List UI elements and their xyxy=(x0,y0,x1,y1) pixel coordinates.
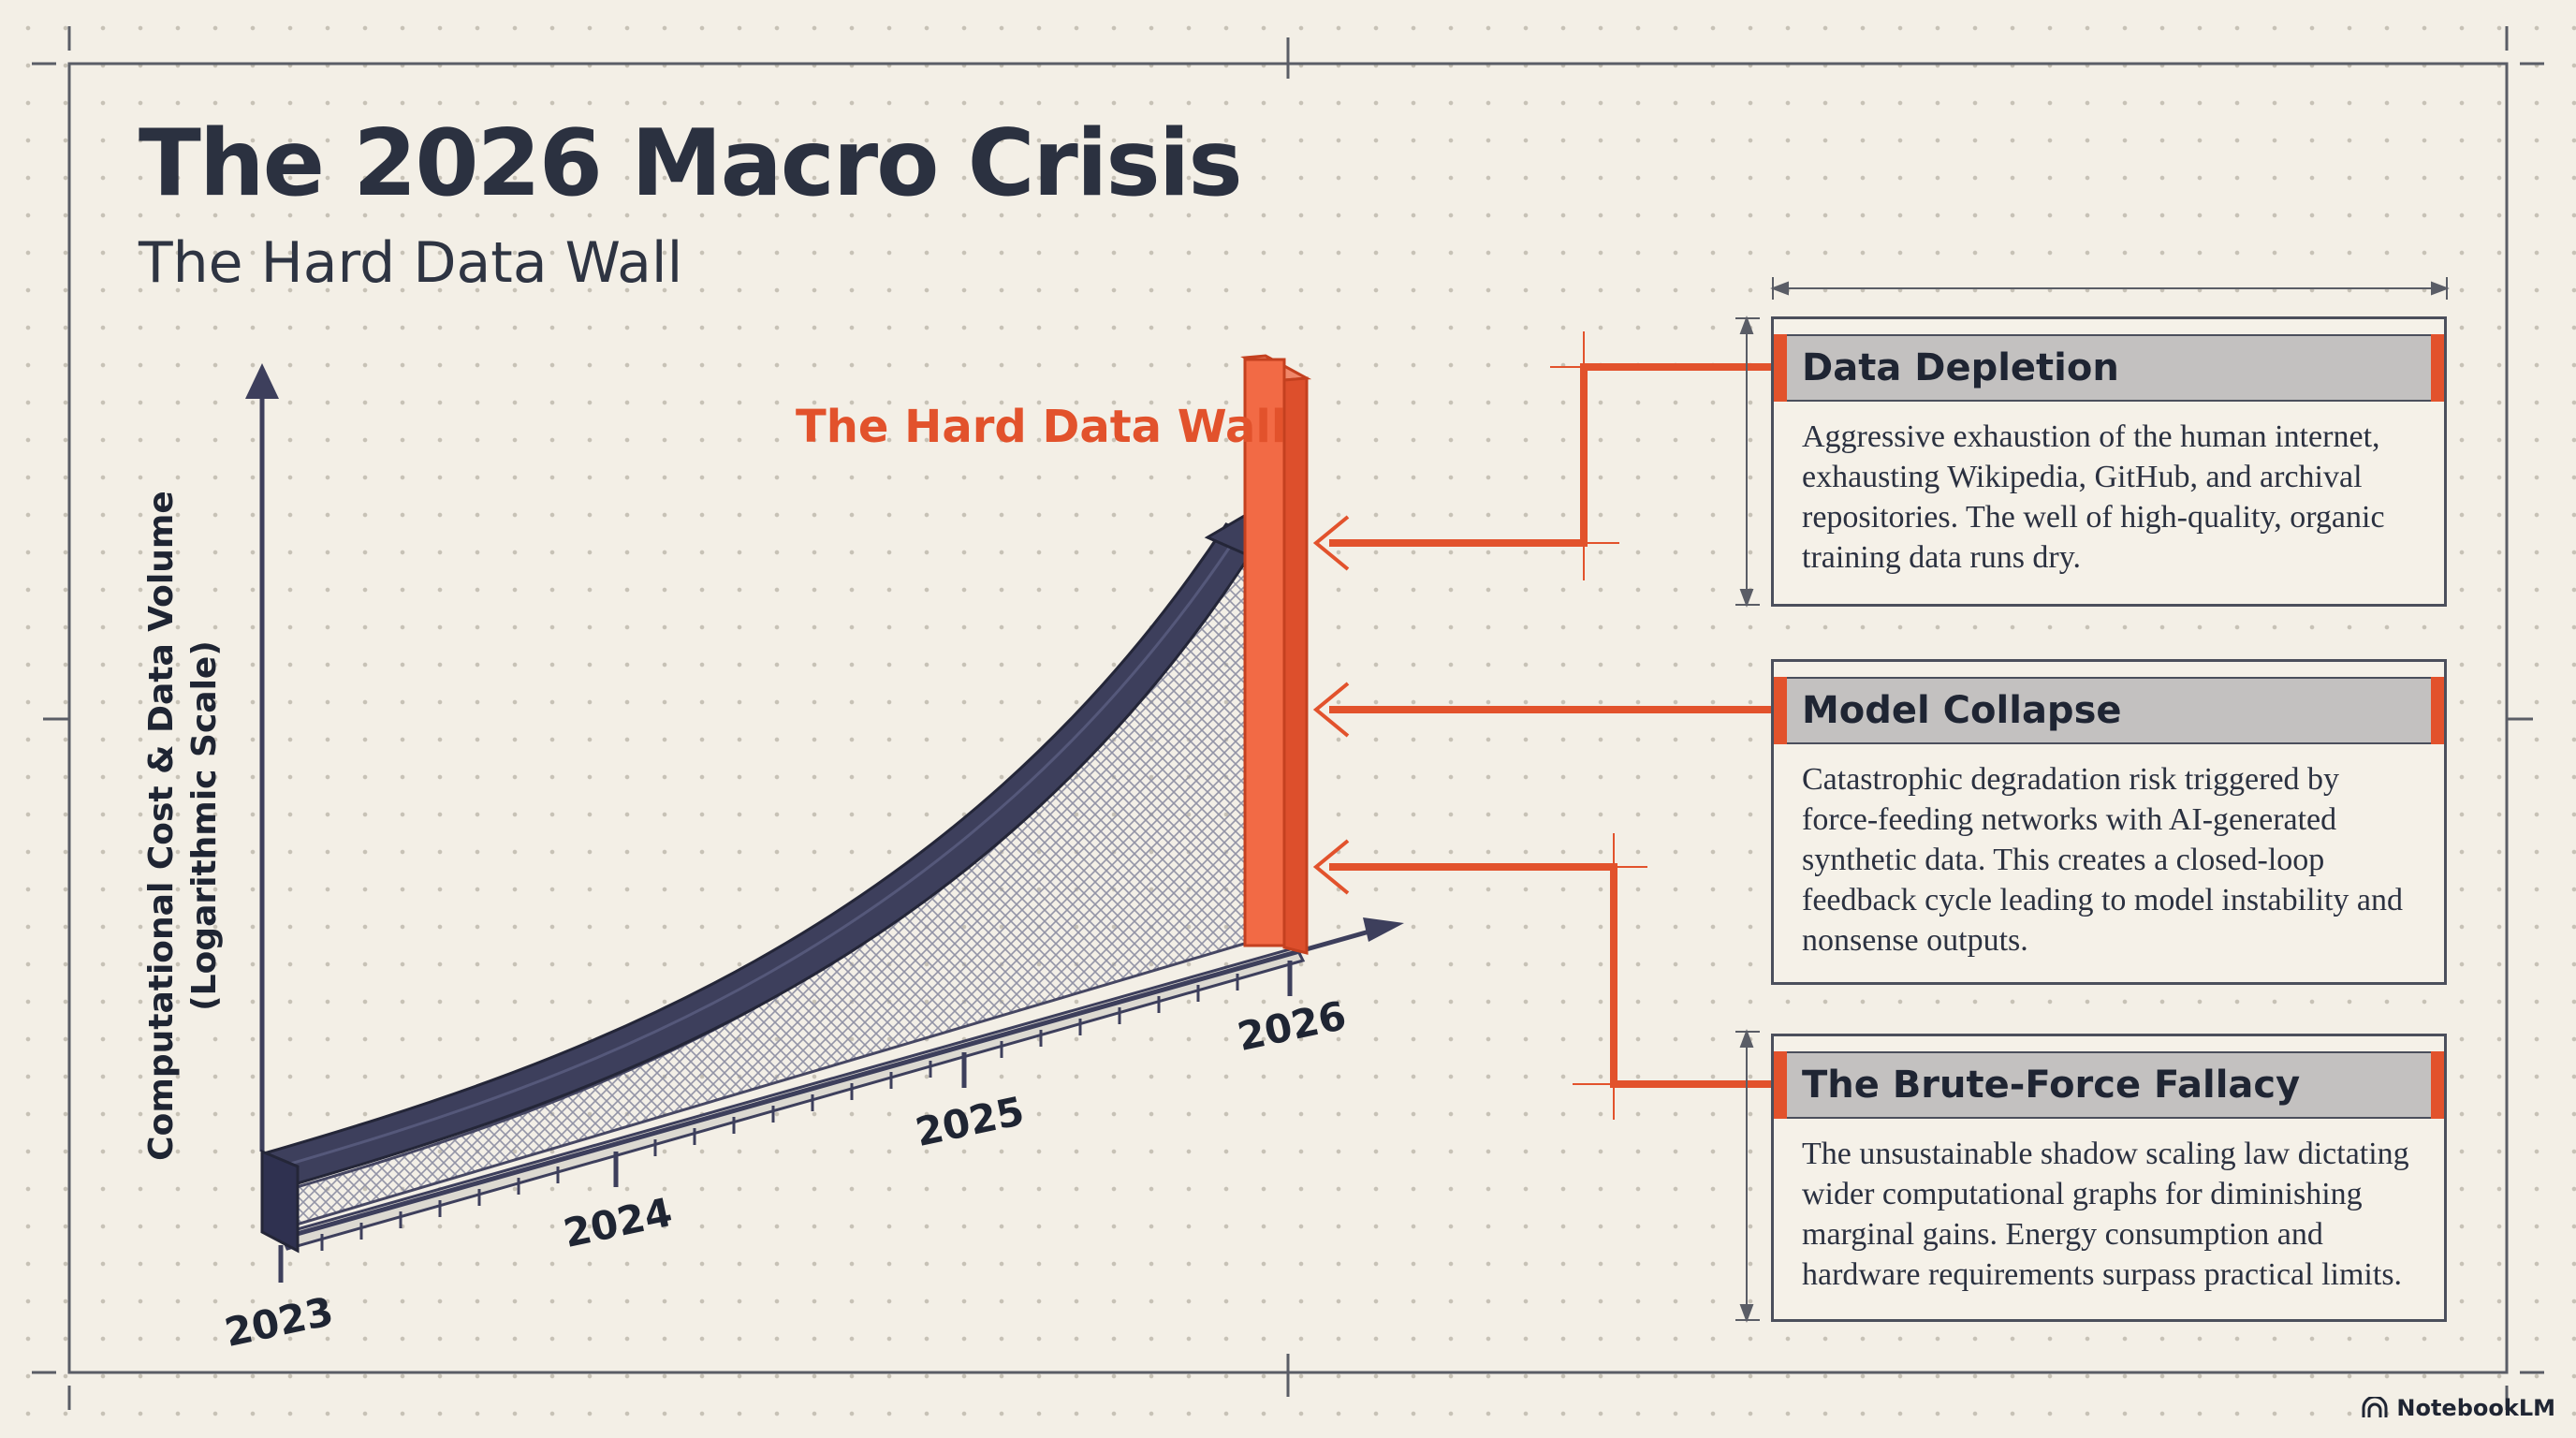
wall-label: The Hard Data Wall xyxy=(796,401,1287,453)
card-header: Model Collapse xyxy=(1774,677,2444,744)
connector-brute-force xyxy=(1312,833,1775,1120)
card-brute-force-fallacy: The Brute-Force Fallacy The unsustainabl… xyxy=(1771,1034,2447,1322)
card-title: Data Depletion xyxy=(1802,346,2119,389)
page-title: The 2026 Macro Crisis xyxy=(139,110,1243,217)
card-title: The Brute-Force Fallacy xyxy=(1802,1064,2301,1107)
x-axis xyxy=(276,917,1404,1283)
y-axis xyxy=(245,363,279,1152)
brand-mark: NotebookLM xyxy=(2361,1395,2555,1421)
connector-data-depletion xyxy=(1312,331,1775,580)
page-subtitle: The Hard Data Wall xyxy=(139,230,683,296)
y-axis-label-line2: (Logarithmic Scale) xyxy=(185,640,224,1011)
y-axis-label-line1: Computational Cost & Data Volume xyxy=(142,491,181,1161)
crop-marks xyxy=(32,26,2544,1410)
connector-model-collapse xyxy=(1312,682,1775,738)
dimension-markers xyxy=(1735,277,2450,1323)
card-model-collapse: Model Collapse Catastrophic degradation … xyxy=(1771,659,2447,985)
curve-start-block xyxy=(260,1149,300,1254)
card-title: Model Collapse xyxy=(1802,689,2122,732)
card-header: The Brute-Force Fallacy xyxy=(1774,1051,2444,1119)
card-data-depletion: Data Depletion Aggressive exhaustion of … xyxy=(1771,316,2447,607)
card-body: Catastrophic degradation risk triggered … xyxy=(1802,762,2403,958)
brand-name: NotebookLM xyxy=(2396,1395,2555,1421)
notebooklm-logo-icon xyxy=(2362,1397,2388,1417)
card-body: Aggressive exhaustion of the human inter… xyxy=(1802,419,2385,575)
card-body: The unsustainable shadow scaling law dic… xyxy=(1802,1137,2409,1292)
card-header: Data Depletion xyxy=(1774,334,2444,402)
hard-data-wall xyxy=(1240,354,1312,955)
